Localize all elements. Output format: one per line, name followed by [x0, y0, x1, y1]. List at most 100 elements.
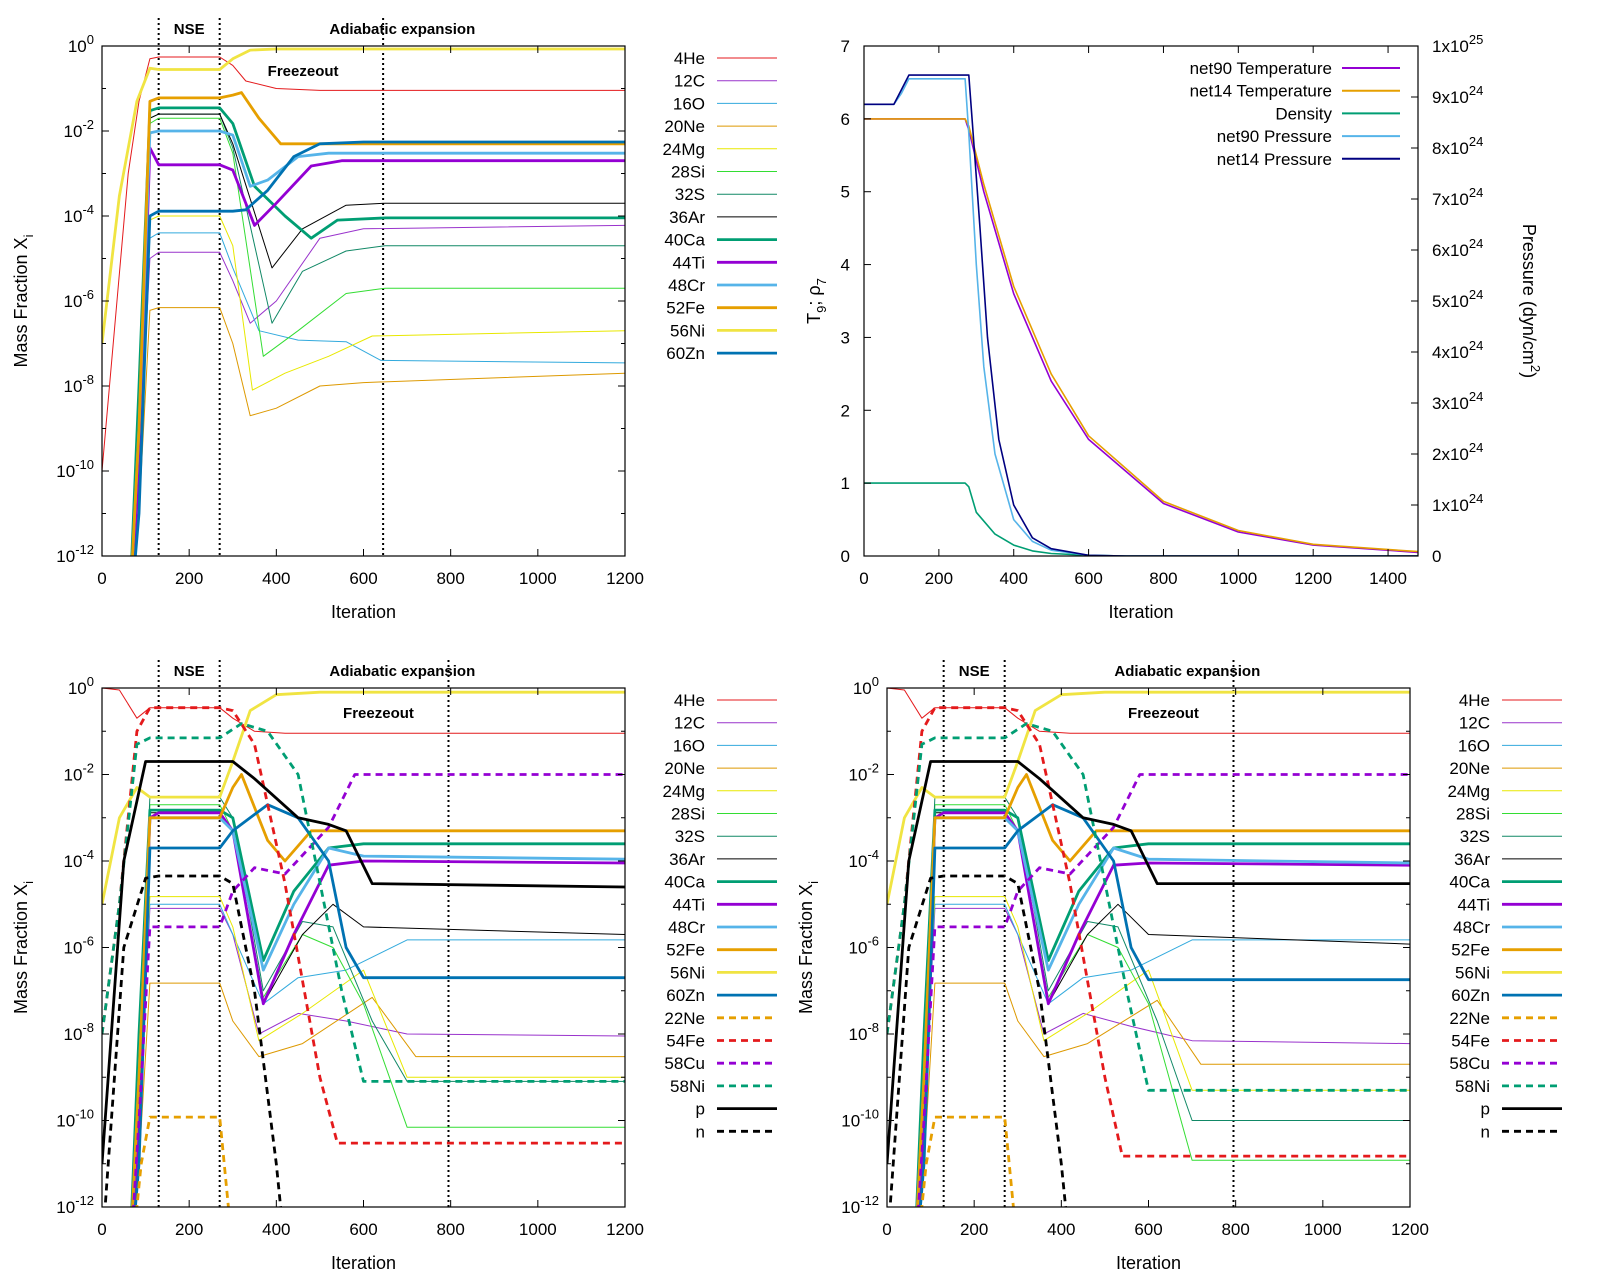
x-tick-label: 600	[1134, 1220, 1162, 1239]
series-line-p	[102, 760, 625, 1164]
series-line-44Ti	[132, 146, 625, 556]
legend-label: 24Mg	[662, 140, 705, 159]
x-axis-label: Iteration	[1108, 602, 1173, 622]
y-tick-label: 10-4	[849, 847, 879, 871]
x-axis-label: Iteration	[331, 602, 396, 622]
x-tick-label: 1200	[606, 569, 644, 588]
x-tick-label: 800	[1149, 569, 1177, 588]
x-tick-label: 200	[925, 569, 953, 588]
x-tick-label: 1000	[1219, 569, 1257, 588]
series-line-22Ne	[920, 1115, 1015, 1207]
legend-label: n	[696, 1122, 705, 1141]
y-tick-label: 10-2	[64, 117, 94, 141]
series-line-56Ni	[887, 690, 1410, 905]
series-line-28Si	[131, 117, 625, 556]
region-label-freezeout: Freezeout	[1128, 705, 1199, 722]
x-tick-label: 600	[349, 1220, 377, 1239]
y-tick-label: 10-10	[56, 1107, 94, 1131]
legend-label: 48Cr	[668, 276, 705, 295]
x-tick-label: 800	[436, 569, 464, 588]
series-line-4He	[102, 56, 625, 472]
legend-label: 16O	[673, 94, 705, 113]
region-label-adiabatic: Adiabatic expansion	[1114, 663, 1260, 680]
y2-tick-label: 7x1024	[1432, 185, 1483, 209]
region-label-nse: NSE	[959, 663, 990, 680]
y-tick-label: 10-4	[64, 202, 94, 226]
legend-label: 4He	[674, 49, 705, 68]
y2-tick-label: 1x1024	[1432, 491, 1483, 515]
y-axis-label: T9; ρ7	[804, 278, 829, 324]
legend-label: 12C	[674, 714, 705, 733]
legend-label: 12C	[674, 72, 705, 91]
legend-label: 60Zn	[1451, 986, 1490, 1005]
x-tick-label: 1200	[1391, 1220, 1429, 1239]
y2-tick-label: 5x1024	[1432, 287, 1483, 311]
x-tick-label: 0	[859, 569, 868, 588]
legend-label: 52Fe	[1451, 941, 1490, 960]
legend-label: 40Ca	[664, 873, 705, 892]
series-line-40Ca	[915, 808, 1410, 1207]
legend-label: 48Cr	[668, 918, 705, 937]
x-axis-label: Iteration	[1116, 1253, 1181, 1273]
x-tick-label: 1000	[1304, 1220, 1342, 1239]
legend-label: 16O	[1458, 736, 1490, 755]
legend-label: net90 Temperature	[1190, 59, 1332, 78]
y-tick-label: 4	[841, 256, 850, 275]
chart-panel-p4: NSE Adiabatic expansion Freezeout 0 200 400 60…	[796, 660, 1429, 1273]
series-line-56Ni	[102, 690, 625, 905]
series-line-52Fe	[131, 91, 625, 556]
y-tick-label: 0	[841, 547, 850, 566]
series-group	[864, 74, 1418, 556]
legend-label: 40Ca	[1449, 873, 1490, 892]
x-tick-label: 200	[175, 569, 203, 588]
legend-label: 4He	[674, 691, 705, 710]
plot-frame	[101, 687, 626, 1208]
series-line-40Ca	[130, 106, 625, 556]
series-line-60Zn	[918, 803, 1410, 1207]
legend: 4He 12C 16O 20Ne 24Mg 28Si 32S 36Ar 40Ca 44Ti 48Cr…	[1447, 691, 1562, 1141]
x-tick-label: 1000	[519, 569, 557, 588]
region-label-nse: NSE	[174, 663, 205, 680]
legend-label: 12C	[1459, 714, 1490, 733]
legend-label: 44Ti	[673, 253, 705, 272]
series-line-22Ne	[135, 1115, 230, 1207]
legend: 4He 12C 16O 20Ne 24Mg 28Si 32S 36Ar 40Ca 44Ti 48Cr…	[662, 691, 777, 1141]
chart-panel-p2: 0 200 400 600 800 1000 1200 1400 Iteration 0 1 2 3 4 5…	[804, 32, 1543, 622]
x-tick-label: 400	[262, 569, 290, 588]
chart-panel-p1: NSE Adiabatic expansion Freezeout 0 200 400 60…	[11, 18, 644, 622]
x-tick-label: 600	[1074, 569, 1102, 588]
series-line-58Cu	[132, 773, 625, 1207]
y2-axis-label: Pressure (dyn/cm2)	[1519, 224, 1543, 378]
legend-label: 60Zn	[666, 344, 705, 363]
legend-label: 32S	[675, 185, 705, 204]
legend-label: 52Fe	[666, 941, 705, 960]
x-axis-label: Iteration	[331, 1253, 396, 1273]
x-tick-label: 600	[349, 569, 377, 588]
legend-label: 58Cu	[664, 1054, 705, 1073]
y-tick-label: 10-2	[64, 761, 94, 785]
series-line-36Ar	[131, 113, 625, 556]
series-line-net14 Temperature	[864, 118, 1418, 553]
legend-label: Density	[1275, 104, 1332, 123]
legend-label: 24Mg	[662, 782, 705, 801]
region-label-freezeout: Freezeout	[343, 705, 414, 722]
legend-label: 44Ti	[673, 895, 705, 914]
y-tick-label: 7	[841, 37, 850, 56]
y-tick-label: 3	[841, 328, 850, 347]
series-line-net90 Temperature	[864, 118, 1418, 554]
legend-label: 36Ar	[1454, 850, 1490, 869]
legend-label: 28Si	[1456, 805, 1490, 824]
legend-label: net90 Pressure	[1217, 127, 1332, 146]
series-line-58Ni	[102, 722, 625, 1083]
y-tick-label: 10-6	[64, 287, 94, 311]
x-tick-label: 0	[882, 1220, 891, 1239]
y2-tick-label: 9x1024	[1432, 83, 1483, 107]
legend-label: 28Si	[671, 163, 705, 182]
series-line-32S	[131, 113, 625, 556]
series-line-52Fe	[131, 773, 625, 1207]
series-line-58Ni	[887, 722, 1410, 1092]
x-tick-label: 1000	[519, 1220, 557, 1239]
legend-label: net14 Temperature	[1190, 82, 1332, 101]
x-tick-label: 400	[1047, 1220, 1075, 1239]
